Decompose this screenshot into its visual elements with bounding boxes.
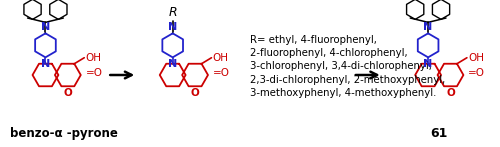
Text: O: O: [190, 88, 200, 98]
Text: N: N: [41, 59, 50, 69]
Text: =O: =O: [468, 68, 485, 78]
Text: OH: OH: [85, 53, 101, 63]
Text: N: N: [168, 59, 177, 69]
Text: O: O: [446, 88, 455, 98]
Text: N: N: [424, 22, 432, 32]
Text: N: N: [41, 22, 50, 32]
Text: 61: 61: [430, 127, 448, 140]
Text: R: R: [168, 6, 177, 19]
Text: O: O: [64, 88, 72, 98]
Text: OH: OH: [468, 53, 484, 63]
Text: R= ethyl, 4-fluorophenyl,
2-fluorophenyl, 4-chlorophenyl,
3-chlorophenyl, 3,4-di: R= ethyl, 4-fluorophenyl, 2-fluorophenyl…: [250, 35, 446, 98]
Text: OH: OH: [212, 53, 228, 63]
Text: =O: =O: [213, 68, 230, 78]
Text: benzo-α -pyrone: benzo-α -pyrone: [10, 127, 118, 140]
Text: N: N: [424, 59, 432, 69]
Text: =O: =O: [86, 68, 102, 78]
Text: N: N: [168, 22, 177, 32]
